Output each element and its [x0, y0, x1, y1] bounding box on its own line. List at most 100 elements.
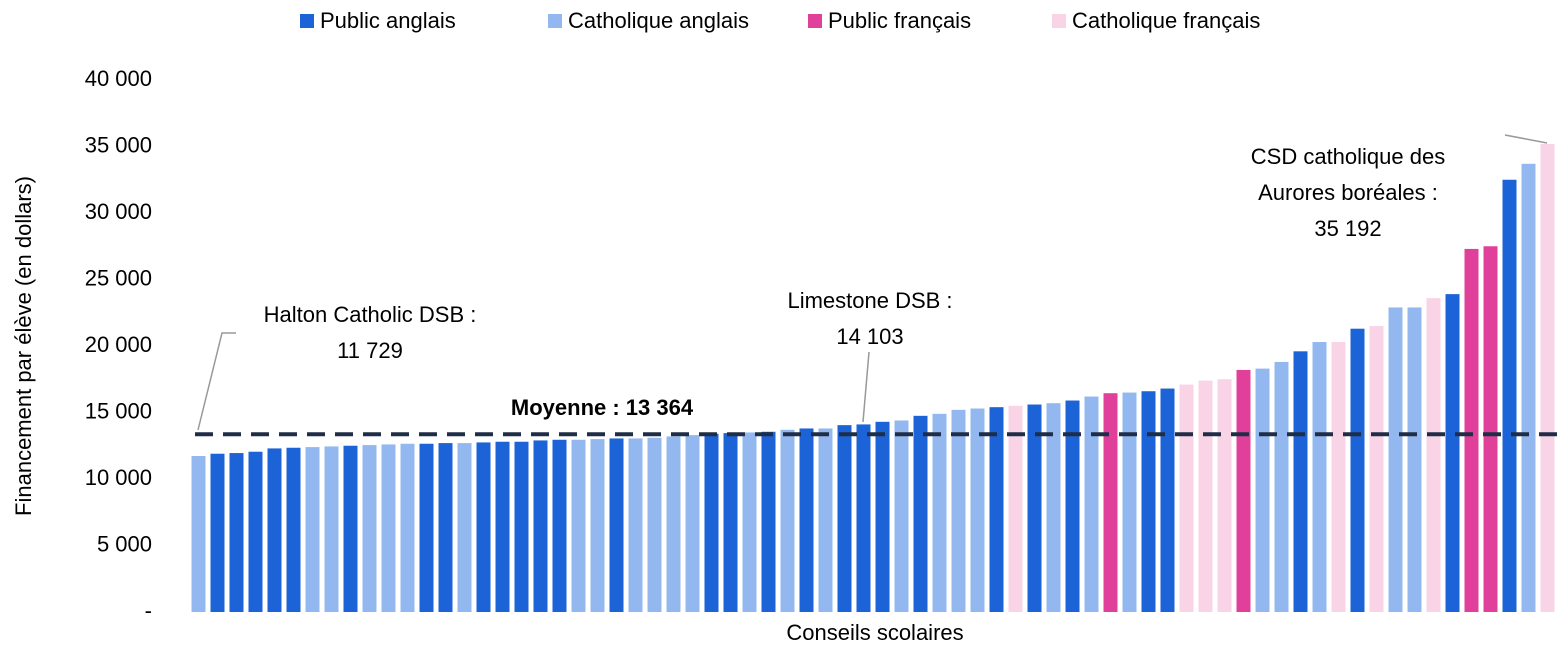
bar	[742, 432, 757, 612]
y-tick-label: 10 000	[85, 465, 152, 490]
bar	[647, 437, 662, 612]
annotation: Aurores boréales :	[1258, 180, 1438, 205]
bar	[381, 444, 396, 612]
bar	[1331, 342, 1346, 612]
y-tick-label: 40 000	[85, 66, 152, 91]
annotation: 11 729	[337, 338, 403, 363]
bar	[875, 421, 890, 612]
bar	[1217, 379, 1232, 612]
annotation: CSD catholique des	[1251, 144, 1445, 169]
y-tick-label: -	[145, 598, 152, 623]
bar	[1141, 391, 1156, 612]
bar	[1274, 361, 1289, 612]
bar	[1483, 246, 1498, 612]
bar	[324, 446, 339, 612]
legend-swatch	[808, 14, 822, 28]
annotation: Halton Catholic DSB :	[264, 302, 477, 327]
legend-swatch	[300, 14, 314, 28]
bar	[495, 441, 510, 612]
bar	[1065, 400, 1080, 612]
bar	[666, 436, 681, 612]
bar	[362, 445, 377, 612]
annotation: 35 192	[1314, 216, 1381, 241]
y-tick-label: 25 000	[85, 265, 152, 290]
bar	[932, 413, 947, 612]
bar	[1198, 380, 1213, 612]
bar	[951, 409, 966, 612]
y-tick-label: 15 000	[85, 398, 152, 423]
bar	[1027, 404, 1042, 612]
bar	[1521, 163, 1536, 613]
bar	[723, 433, 738, 612]
bar	[1426, 298, 1441, 612]
y-axis-title: Financement par élève (en dollars)	[11, 176, 36, 516]
bar	[590, 439, 605, 612]
bar	[1008, 405, 1023, 612]
bar	[1369, 326, 1384, 612]
bar	[799, 428, 814, 612]
bar	[1103, 393, 1118, 612]
bar	[913, 415, 928, 612]
bar	[1540, 143, 1555, 612]
bar	[1502, 179, 1517, 612]
bar	[476, 442, 491, 612]
bar	[1084, 396, 1099, 612]
bar	[837, 425, 852, 612]
y-tick-label: 5 000	[97, 531, 152, 556]
bar	[1407, 307, 1422, 612]
bar	[761, 431, 776, 612]
bar	[628, 438, 643, 612]
bar	[1312, 342, 1327, 612]
bar	[704, 433, 719, 612]
bar	[1046, 403, 1061, 612]
bar	[267, 448, 282, 612]
bar	[229, 453, 244, 612]
bar	[438, 443, 453, 612]
annotation: 14 103	[836, 324, 903, 349]
bar	[343, 445, 358, 612]
bar	[400, 443, 415, 612]
legend-swatch	[1052, 14, 1066, 28]
bar	[1236, 369, 1251, 612]
leader-line	[1504, 134, 1548, 144]
bar	[191, 456, 206, 612]
bar	[533, 440, 548, 612]
average-label: Moyenne : 13 364	[511, 395, 694, 420]
bar	[419, 443, 434, 612]
bar	[818, 428, 833, 612]
bar	[609, 438, 624, 612]
bar	[571, 439, 586, 612]
legend-label: Public anglais	[320, 8, 456, 33]
bar	[248, 451, 263, 612]
bar	[970, 408, 985, 612]
bar	[1464, 248, 1479, 612]
legend-swatch	[548, 14, 562, 28]
x-axis-title: Conseils scolaires	[786, 620, 963, 645]
bar	[1255, 368, 1270, 612]
bar	[286, 447, 301, 612]
bar	[1179, 384, 1194, 612]
bar	[210, 453, 225, 612]
bar	[989, 407, 1004, 612]
leader-line	[862, 351, 870, 423]
bar	[780, 429, 795, 612]
bar	[894, 420, 909, 612]
y-tick-label: 30 000	[85, 199, 152, 224]
legend-label: Public français	[828, 8, 971, 33]
bar	[457, 443, 472, 612]
bar	[1350, 328, 1365, 612]
bar	[685, 435, 700, 612]
bar	[1445, 294, 1460, 612]
annotation: Limestone DSB :	[787, 288, 952, 313]
bar	[1122, 392, 1137, 612]
leader-line	[197, 332, 236, 431]
bar	[514, 441, 529, 612]
legend-label: Catholique anglais	[568, 8, 749, 33]
y-tick-label: 35 000	[85, 132, 152, 157]
bar	[1388, 307, 1403, 612]
bar	[305, 447, 320, 612]
legend-label: Catholique français	[1072, 8, 1260, 33]
y-tick-label: 20 000	[85, 332, 152, 357]
bar	[1160, 388, 1175, 612]
